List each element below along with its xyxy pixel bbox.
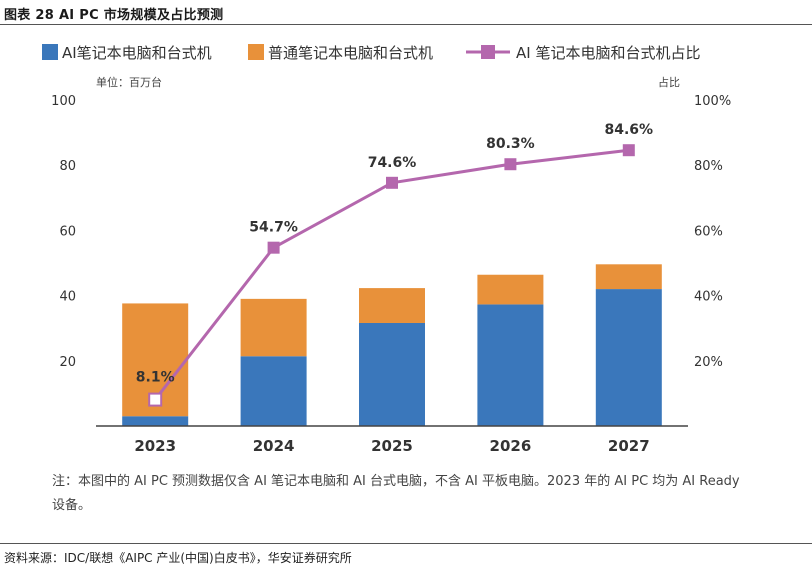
share-label-2023: 8.1% — [136, 370, 175, 386]
right-unit-label: 占比 — [658, 75, 680, 89]
left-tick-80: 80 — [59, 159, 76, 174]
category-label-2024: 2024 — [253, 437, 295, 455]
share-marker-2024 — [267, 241, 280, 254]
share-label-2024: 54.7% — [249, 220, 298, 236]
bar-ai-2027 — [595, 289, 662, 426]
legend-label-2: AI 笔记本电脑和台式机占比 — [516, 44, 700, 62]
right-tick-100pct: 100% — [694, 94, 731, 109]
left-tick-20: 20 — [59, 355, 76, 370]
right-tick-40pct: 40% — [694, 290, 723, 305]
share-line-layer: 8.1% 54.7% 74.6% 80.3% 84.6% — [136, 122, 654, 407]
share-marker-2027 — [622, 144, 635, 157]
left-tick-40: 40 — [59, 290, 76, 305]
bottom-divider — [0, 543, 812, 544]
figure-title: 图表 28 AI PC 市场规模及占比预测 — [4, 8, 224, 23]
share-label-2027: 84.6% — [605, 122, 654, 138]
share-label-2025: 74.6% — [368, 155, 417, 171]
bar-ai-2026 — [477, 304, 544, 426]
bar-normal-2024 — [240, 298, 307, 357]
share-marker-2026 — [504, 158, 517, 171]
source-line: 资料来源：IDC/联想《AIPC 产业(中国)白皮书》，华安证券研究所 — [4, 551, 352, 565]
legend-label-0: AI笔记本电脑和台式机 — [62, 44, 212, 62]
category-label-2023: 2023 — [134, 437, 176, 455]
top-divider — [0, 24, 812, 25]
chart-note: 注：本图中的 AI PC 预测数据仅含 AI 笔记本电脑和 AI 台式电脑，不含… — [52, 474, 740, 513]
legend-swatch-0 — [42, 44, 58, 60]
bars-layer — [122, 264, 662, 426]
bar-normal-2026 — [477, 274, 544, 305]
legend: AI笔记本电脑和台式机 普通笔记本电脑和台式机 AI 笔记本电脑和台式机占比 — [42, 44, 700, 62]
right-tick-60pct: 60% — [694, 224, 723, 239]
bar-ai-2024 — [240, 356, 307, 426]
axes-layer: 20 40 60 80 100 20% 40% 60% 80% 100% 2023 2024 2025 2… — [51, 94, 731, 455]
legend-label-1: 普通笔记本电脑和台式机 — [268, 44, 433, 62]
right-tick-20pct: 20% — [694, 355, 723, 370]
legend-marker-2 — [481, 45, 495, 59]
share-label-2026: 80.3% — [486, 136, 535, 152]
left-unit-label: 单位：百万台 — [96, 75, 162, 89]
right-tick-80pct: 80% — [694, 159, 723, 174]
category-label-2026: 2026 — [490, 437, 532, 455]
left-tick-60: 60 — [59, 224, 76, 239]
category-label-2025: 2025 — [371, 437, 413, 455]
category-label-2027: 2027 — [608, 437, 650, 455]
bar-ai-2023 — [122, 416, 189, 426]
bar-normal-2025 — [359, 288, 425, 323]
legend-swatch-1 — [248, 44, 264, 60]
bar-normal-2027 — [595, 264, 662, 290]
share-marker-2023 — [148, 392, 163, 407]
chart: AI笔记本电脑和台式机 普通笔记本电脑和台式机 AI 笔记本电脑和台式机占比 单位：… — [42, 44, 731, 455]
share-marker-2025 — [386, 176, 398, 189]
left-tick-100: 100 — [51, 94, 76, 109]
bar-ai-2025 — [359, 322, 425, 426]
